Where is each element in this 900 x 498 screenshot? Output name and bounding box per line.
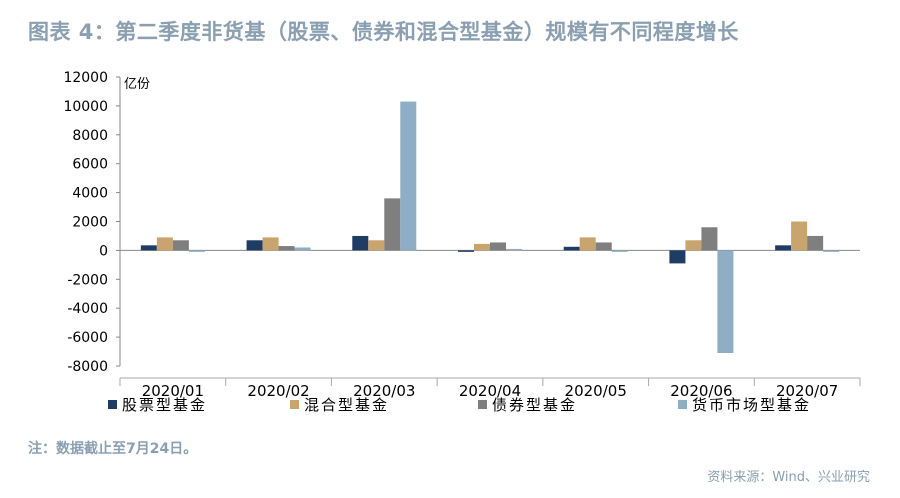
bar-2020-05-series-2 [579,237,596,251]
bar-2020-03-series-1 [352,235,369,251]
bar-2020-02-series-3 [278,246,295,251]
y-tick-label: -4000 [67,301,108,317]
y-tick-label: 0 [99,243,108,259]
y-tick-label: 8000 [72,128,108,144]
y-tick-label: 6000 [72,157,108,173]
bar-2020-06-series-2 [685,240,702,251]
y-tick-label: 12000 [63,70,108,86]
y-tick-label: -6000 [67,330,108,346]
legend-swatch [678,400,687,409]
x-tick-label: 2020/02 [247,382,309,400]
source-text: 资料来源：Wind、兴业研究 [707,470,870,485]
bar-2020-04-series-4 [506,248,522,251]
bar-2020-07-series-4 [823,250,840,252]
bar-2020-05-series-3 [595,242,612,251]
bar-2020-06-series-4 [717,250,734,353]
bar-2020-03-series-3 [384,198,401,251]
x-tick-label: 2020/05 [565,382,627,400]
y-tick-label: -8000 [67,359,108,375]
legend-label: 债券型基金 [492,396,577,414]
bar-2020-06-series-3 [701,227,718,251]
y-tick-label: 2000 [72,215,108,231]
x-tick-label: 2020/01 [142,382,204,400]
x-axis: 2020/01 2020/02 2020/03 2020/04 2020/05 2020/… [119,377,861,400]
bar-2020-07-series-2 [791,221,808,251]
bar-2020-01-series-2 [156,237,173,251]
bar-2020-01-series-4 [188,250,205,252]
legend-swatch [290,400,299,409]
x-tick-label: 2020/04 [459,382,521,400]
bar-2020-04-series-2 [474,243,490,251]
legend-swatch [108,400,117,409]
legend-label: 货币市场型基金 [692,396,811,414]
y-tick-label: 4000 [72,186,108,202]
bar-2020-05-series-1 [563,246,580,251]
x-tick-label: 2020/03 [353,382,415,400]
bar-2020-07-series-1 [775,245,792,251]
bars-group [140,101,840,353]
bar-2020-03-series-2 [368,240,385,251]
legend-label: 混合型基金 [304,396,389,414]
y-axis-label: 亿份 [124,77,150,92]
bar-2020-02-series-2 [262,237,279,251]
chart-title: 图表 4：第二季度非货基（股票、债券和混合型基金）规模有不同程度增长 [28,20,739,44]
y-tick-label: 10000 [63,99,108,115]
bar-2020-05-series-4 [611,250,628,252]
bar-2020-06-series-1 [669,250,686,264]
bar-2020-03-series-4 [400,101,417,251]
x-tick-label: 2020/06 [670,382,732,400]
y-tick-label: -2000 [67,272,108,288]
footnote: 注：数据截止至7月24日。 [28,441,198,457]
bar-2020-01-series-3 [172,240,189,251]
bar-2020-02-series-4 [294,247,311,251]
legend-label: 股票型基金 [122,396,207,414]
bar-2020-01-series-1 [140,245,157,251]
x-tick-label: 2020/07 [776,382,838,400]
bar-2020-07-series-3 [807,235,824,251]
bar-2020-04-series-1 [458,250,474,252]
bar-2020-04-series-3 [490,242,506,251]
y-axis: 12000 10000 8000 6000 4000 2000 0 -2000 -4000 -60… [63,70,860,375]
legend-swatch [478,400,487,409]
legend: 股票型基金 混合型基金 债券型基金 货币市场型基金 [108,396,811,414]
bar-2020-02-series-1 [246,240,263,251]
